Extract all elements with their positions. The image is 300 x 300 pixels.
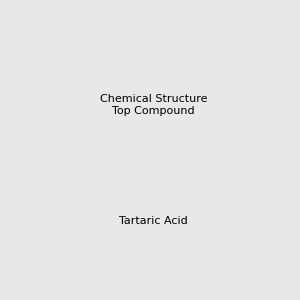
Text: Tartaric Acid: Tartaric Acid xyxy=(119,216,188,226)
Text: Chemical Structure
Top Compound: Chemical Structure Top Compound xyxy=(100,94,208,116)
